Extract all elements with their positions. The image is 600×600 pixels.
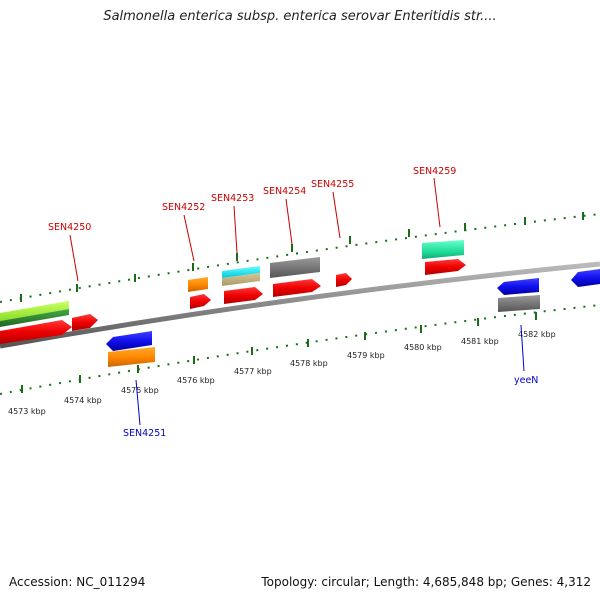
feature-blue-sen4251 bbox=[106, 331, 152, 351]
feature-red-sen4250 bbox=[0, 320, 72, 344]
label-leaders bbox=[69, 177, 525, 426]
feature-lime bbox=[0, 301, 69, 321]
accession-label: Accession: NC_011294 bbox=[9, 575, 146, 589]
feature-green bbox=[0, 309, 69, 327]
feature-red-small bbox=[72, 314, 98, 331]
feature-tan-sen4253 bbox=[222, 273, 260, 286]
map-title: Salmonella enterica subsp. enterica sero… bbox=[103, 9, 497, 24]
forward-features[interactable] bbox=[0, 240, 466, 344]
forward-tick-track bbox=[0, 212, 600, 303]
gene-label-sen4255: SEN4255 bbox=[311, 179, 354, 190]
gene-label-sen4250: SEN4250 bbox=[48, 222, 91, 233]
scale-label-4579: 4579 kbp bbox=[347, 351, 385, 360]
feature-orange-sen4252 bbox=[188, 277, 208, 292]
gene-label-sen4251: SEN4251 bbox=[123, 428, 166, 439]
genome-summary: Topology: circular; Length: 4,685,848 bp… bbox=[261, 575, 591, 589]
scale-label-4581: 4581 kbp bbox=[461, 337, 499, 346]
reverse-features[interactable] bbox=[106, 269, 600, 367]
feature-orange-sen4251 bbox=[108, 347, 155, 367]
feature-gray-sen4254 bbox=[270, 257, 320, 278]
gene-labels: SEN4250 SEN4252 SEN4253 SEN4254 SEN4255 … bbox=[48, 166, 538, 439]
gene-label-yeeN: yeeN bbox=[514, 375, 538, 386]
feature-red-sen4254 bbox=[273, 279, 321, 297]
feature-blue-yeeN bbox=[497, 278, 539, 295]
feature-red-sen4253 bbox=[224, 287, 263, 304]
scale-label-4576: 4576 kbp bbox=[177, 376, 215, 385]
scale-label-4582: 4582 kbp bbox=[518, 330, 556, 339]
feature-cyan-sen4253 bbox=[222, 266, 260, 278]
feature-blue-right bbox=[571, 269, 600, 287]
gene-label-sen4253: SEN4253 bbox=[211, 193, 254, 204]
feature-red-sen4255 bbox=[336, 273, 352, 287]
scale-label-4580: 4580 kbp bbox=[404, 343, 442, 352]
feature-gray-yeeN bbox=[498, 295, 540, 312]
scale-label-4573: 4573 kbp bbox=[8, 407, 46, 416]
gene-label-sen4252: SEN4252 bbox=[162, 202, 205, 213]
gene-label-sen4259: SEN4259 bbox=[413, 166, 456, 177]
scale-label-4575: 4575 kbp bbox=[121, 386, 159, 395]
feature-teal-sen4259 bbox=[422, 240, 464, 259]
scale-labels: 4573 kbp 4574 kbp 4575 kbp 4576 kbp 4577… bbox=[8, 330, 556, 416]
scale-label-4574: 4574 kbp bbox=[64, 396, 102, 405]
gene-label-sen4254: SEN4254 bbox=[263, 186, 306, 197]
feature-red-sen4259 bbox=[425, 259, 466, 275]
scale-label-4578: 4578 kbp bbox=[290, 359, 328, 368]
feature-red-sen4252 bbox=[190, 294, 211, 309]
scale-label-4577: 4577 kbp bbox=[234, 367, 272, 376]
reverse-tick-track bbox=[0, 304, 600, 395]
genome-backbone bbox=[0, 261, 600, 349]
